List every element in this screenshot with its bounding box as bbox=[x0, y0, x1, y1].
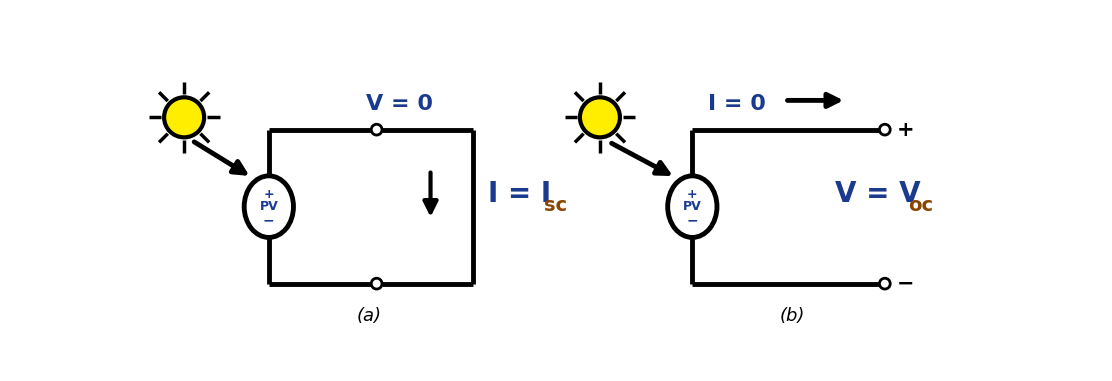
Circle shape bbox=[371, 124, 383, 135]
Circle shape bbox=[880, 278, 891, 289]
Text: +: + bbox=[687, 188, 697, 201]
Text: I = I: I = I bbox=[488, 180, 552, 208]
Text: PV: PV bbox=[683, 200, 702, 213]
Ellipse shape bbox=[245, 176, 294, 237]
Text: V = 0: V = 0 bbox=[366, 94, 434, 114]
Text: oc: oc bbox=[907, 195, 933, 215]
Circle shape bbox=[880, 124, 891, 135]
Text: −: − bbox=[686, 213, 698, 227]
Text: +: + bbox=[264, 188, 275, 201]
Text: I = 0: I = 0 bbox=[707, 94, 765, 114]
Text: (b): (b) bbox=[780, 307, 805, 325]
Text: −: − bbox=[896, 274, 914, 294]
Circle shape bbox=[165, 97, 205, 137]
Text: PV: PV bbox=[259, 200, 278, 213]
Text: sc: sc bbox=[544, 195, 567, 215]
Circle shape bbox=[371, 278, 383, 289]
Text: V = V: V = V bbox=[835, 180, 921, 208]
Text: −: − bbox=[264, 213, 275, 227]
Text: (a): (a) bbox=[357, 307, 381, 325]
Ellipse shape bbox=[667, 176, 717, 237]
Text: +: + bbox=[896, 120, 914, 140]
Circle shape bbox=[580, 97, 620, 137]
